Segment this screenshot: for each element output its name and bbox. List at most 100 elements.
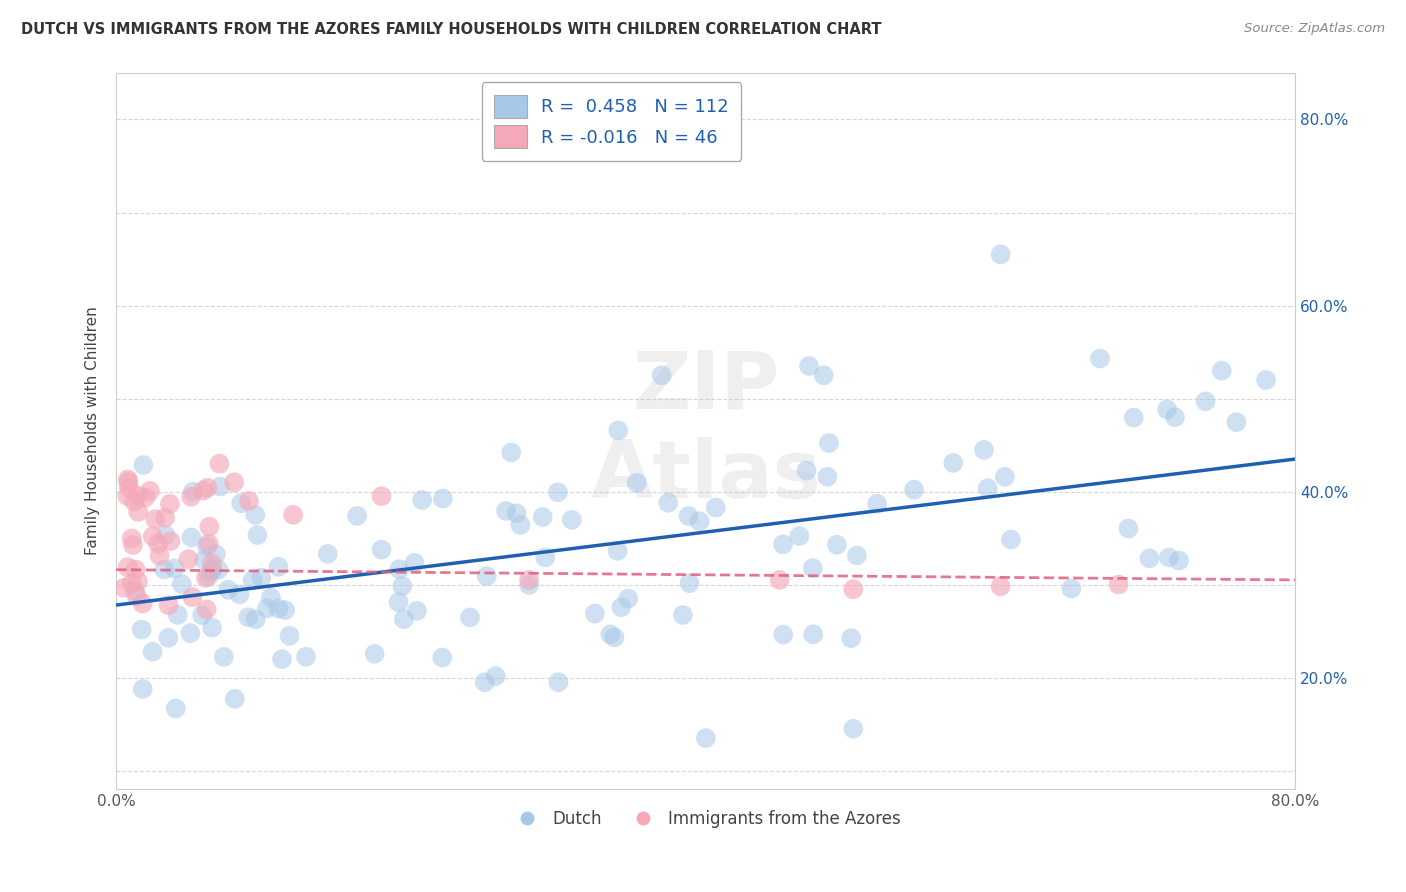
Point <box>166 607 188 622</box>
Point <box>599 627 621 641</box>
Point <box>825 538 848 552</box>
Point <box>772 627 794 641</box>
Point <box>406 604 429 618</box>
Point <box>813 368 835 383</box>
Point <box>191 608 214 623</box>
Point <box>131 681 153 696</box>
Point <box>801 561 824 575</box>
Point <box>274 603 297 617</box>
Point <box>127 489 149 503</box>
Point <box>159 497 181 511</box>
Point <box>124 562 146 576</box>
Point <box>117 473 139 487</box>
Point <box>704 500 727 515</box>
Point <box>153 563 176 577</box>
Point <box>157 599 180 613</box>
Point <box>505 506 527 520</box>
Point <box>626 475 648 490</box>
Point <box>392 612 415 626</box>
Point <box>815 469 838 483</box>
Point <box>458 610 481 624</box>
Point <box>990 579 1012 593</box>
Point <box>695 731 717 745</box>
Y-axis label: Family Households with Children: Family Households with Children <box>86 307 100 556</box>
Point <box>370 489 392 503</box>
Point <box>842 722 865 736</box>
Point <box>250 571 273 585</box>
Point <box>866 497 889 511</box>
Point <box>281 508 304 522</box>
Point <box>246 528 269 542</box>
Point <box>818 436 841 450</box>
Point <box>485 669 508 683</box>
Point <box>1254 373 1277 387</box>
Point <box>195 540 218 554</box>
Point <box>990 247 1012 261</box>
Point <box>181 590 204 604</box>
Point <box>207 563 229 577</box>
Point <box>316 547 339 561</box>
Point <box>177 552 200 566</box>
Point <box>197 481 219 495</box>
Point <box>224 475 246 490</box>
Point <box>143 512 166 526</box>
Point <box>789 529 811 543</box>
Point <box>363 647 385 661</box>
Point <box>370 542 392 557</box>
Point <box>517 573 540 587</box>
Point <box>903 483 925 497</box>
Point <box>657 496 679 510</box>
Point <box>194 571 217 585</box>
Point <box>127 574 149 589</box>
Point <box>1211 364 1233 378</box>
Point <box>117 560 139 574</box>
Point <box>267 559 290 574</box>
Point <box>112 581 135 595</box>
Point <box>179 626 201 640</box>
Point <box>195 602 218 616</box>
Point <box>1225 415 1247 429</box>
Point <box>603 631 626 645</box>
Point <box>607 424 630 438</box>
Point <box>148 549 170 563</box>
Point <box>801 627 824 641</box>
Point <box>678 576 700 591</box>
Point <box>245 508 267 522</box>
Point <box>651 368 673 383</box>
Point <box>180 531 202 545</box>
Point <box>346 508 368 523</box>
Point <box>159 534 181 549</box>
Point <box>942 456 965 470</box>
Text: ZIP
Atlas: ZIP Atlas <box>591 347 821 516</box>
Point <box>1157 550 1180 565</box>
Point <box>201 621 224 635</box>
Point <box>200 565 222 579</box>
Point <box>122 494 145 508</box>
Point <box>208 457 231 471</box>
Point <box>495 504 517 518</box>
Point <box>142 645 165 659</box>
Point <box>153 511 176 525</box>
Point <box>976 481 998 495</box>
Point <box>271 652 294 666</box>
Point <box>146 537 169 551</box>
Point <box>260 591 283 605</box>
Point <box>388 562 411 576</box>
Point <box>1060 582 1083 596</box>
Point <box>474 675 496 690</box>
Point <box>278 629 301 643</box>
Point <box>155 528 177 542</box>
Point <box>509 518 531 533</box>
Point <box>125 590 148 604</box>
Point <box>610 600 633 615</box>
Point <box>242 574 264 588</box>
Point <box>295 649 318 664</box>
Point <box>1118 521 1140 535</box>
Point <box>197 537 219 551</box>
Point <box>217 582 239 597</box>
Point <box>124 584 146 599</box>
Point <box>193 483 215 498</box>
Point <box>845 549 868 563</box>
Point <box>197 569 219 583</box>
Point <box>1122 410 1144 425</box>
